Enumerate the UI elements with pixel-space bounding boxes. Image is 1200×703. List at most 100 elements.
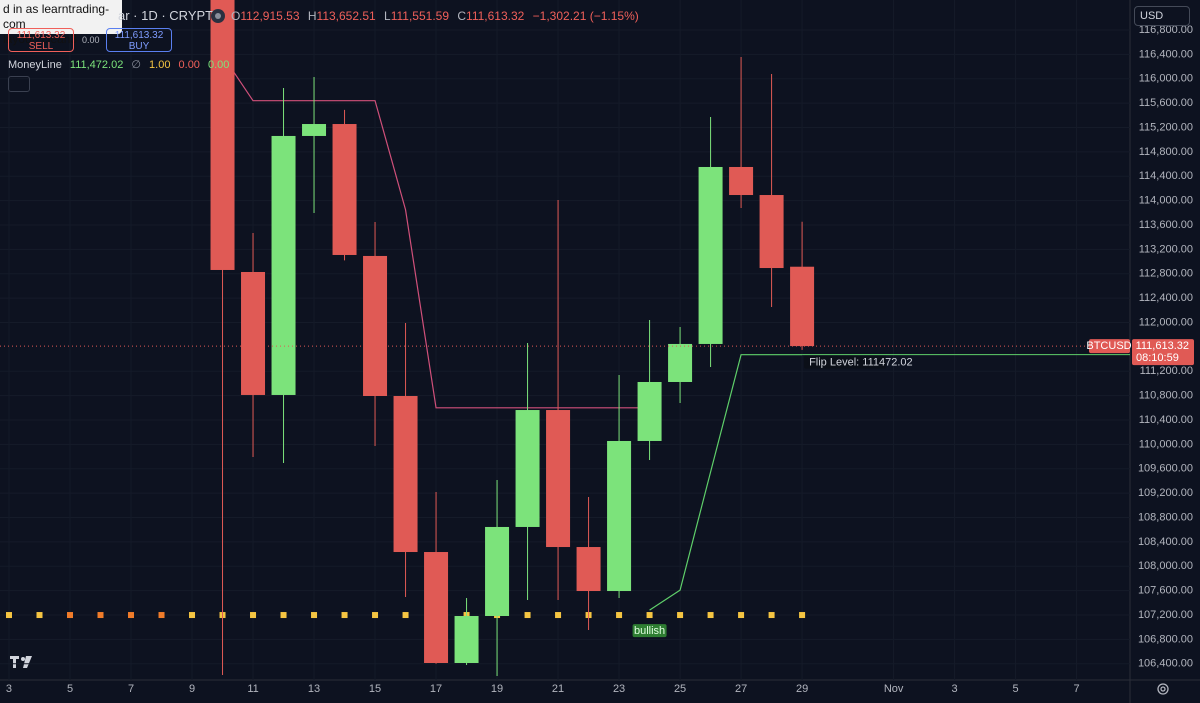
moneyline [222, 54, 650, 409]
candle-body [607, 440, 632, 592]
signal-dot [189, 612, 196, 619]
y-tick-label: 114,800.00 [1139, 146, 1193, 158]
x-tick-label: 25 [674, 683, 686, 695]
y-tick-label: 115,200.00 [1139, 121, 1193, 133]
y-tick-label: 109,600.00 [1138, 463, 1193, 475]
candle-body [637, 381, 662, 441]
y-tick-label: 112,000.00 [1139, 316, 1193, 328]
ohlc-key: L [384, 9, 391, 23]
sell-button[interactable]: 111,613.32 SELL [8, 28, 74, 52]
tooltip-line: layout: clean3 [3, 32, 78, 46]
signal-label-box [632, 624, 667, 638]
y-tick-label: 114,400.00 [1139, 170, 1193, 182]
signal-dot [280, 612, 287, 619]
x-tick-label: 7 [1074, 683, 1080, 695]
symbol[interactable]: ar · 1D · CRYPTO [118, 8, 223, 23]
x-tick-label: 9 [189, 683, 195, 695]
x-tick-label: 7 [128, 683, 134, 695]
indicator-value: ∅ [131, 59, 141, 71]
flip-label: Flip Level: 111472.02 [809, 357, 913, 369]
y-tick-label: 108,800.00 [1138, 511, 1193, 523]
ohlc-key: H [307, 9, 317, 23]
y-tick-label: 106,800.00 [1138, 633, 1193, 645]
candle-body [515, 410, 540, 527]
x-tick-label: 3 [6, 683, 12, 695]
candle-body [332, 124, 357, 255]
y-tick-label: 107,600.00 [1138, 585, 1193, 597]
ohlc-value: 111,613.32 [466, 9, 525, 23]
status-dot [211, 9, 225, 23]
signal-dot [36, 612, 43, 619]
x-tick-label: 11 [247, 683, 258, 695]
y-tick-label: 116,800.00 [1139, 24, 1193, 36]
price-tag [1132, 339, 1194, 366]
candle-body [576, 547, 601, 592]
signal-label: bullish [634, 625, 665, 637]
ohlc-key: C [457, 9, 467, 23]
signal-dot [341, 612, 348, 619]
ohlc: O112,915.53 H113,652.51 L111,551.59 C111… [231, 9, 644, 23]
candle-body [393, 396, 418, 553]
y-tick-label: 113,200.00 [1139, 243, 1193, 255]
indicator-value: 1.00 [149, 59, 171, 71]
candle-body [302, 124, 327, 136]
candle-body [210, 0, 235, 270]
x-tick-label: 5 [67, 683, 73, 695]
indicator-legend: MoneyLine 111,472.02 ∅ 1.00 0.00 0.00 [8, 58, 234, 71]
candle-body [271, 135, 296, 395]
price-tag-price: 111,613.32 [1136, 340, 1189, 352]
signal-dot [158, 612, 165, 619]
sell-price: 111,613.32 [16, 30, 66, 41]
candle-body [363, 255, 388, 397]
settings-icon[interactable] [1157, 683, 1169, 695]
collapse-button[interactable] [8, 76, 30, 92]
plot-area [0, 0, 1130, 680]
change: −1,302.21 (−1.15%) [532, 9, 639, 23]
ohlc-value: 111,551.59 [390, 9, 450, 23]
signal-dot [768, 612, 775, 619]
candle-body [241, 271, 266, 395]
y-tick-label: 106,400.00 [1138, 658, 1193, 670]
moneyline [649, 354, 803, 611]
x-tick-label: 5 [1013, 683, 1019, 695]
buy-price: 111,613.32 [114, 30, 164, 41]
signal-dot [707, 612, 714, 619]
candle-body [485, 526, 510, 617]
x-tick-label: 3 [952, 683, 958, 695]
x-tick-label: 19 [491, 683, 503, 695]
y-tick-label: 116,000.00 [1139, 73, 1193, 85]
buy-label: BUY [128, 41, 150, 52]
signal-dot [646, 612, 653, 619]
x-tick-label: Nov [884, 683, 904, 695]
signal-dot [250, 612, 257, 619]
signal-dot [67, 612, 74, 619]
signal-dot [5, 612, 12, 619]
signal-dot [677, 612, 684, 619]
plot [0, 0, 1130, 677]
sell-label: SELL [28, 41, 54, 52]
y-tick-label: 108,000.00 [1138, 560, 1193, 572]
y-tick-label: 110,400.00 [1139, 414, 1193, 426]
currency-select[interactable]: USD [1134, 6, 1190, 26]
symbol-tag [1089, 339, 1130, 354]
price-tag-countdown: 08:10:59 [1136, 352, 1179, 364]
signal-dot [372, 612, 379, 619]
candle-body [546, 410, 571, 548]
indicator-value: 111,472.02 [69, 59, 124, 71]
indicator-value: 0.00 [178, 59, 200, 71]
y-tick-label: 111,200.00 [1140, 365, 1193, 377]
ohlc-key: O [231, 9, 241, 23]
ohlc-value: 112,915.53 [240, 9, 300, 23]
candle-body [729, 166, 754, 196]
y-tick-label: 114,000.00 [1139, 195, 1193, 207]
buy-button[interactable]: 111,613.32 BUY [106, 28, 172, 52]
y-tick-label: 113,600.00 [1139, 219, 1193, 231]
signal-dot [555, 612, 562, 619]
x-tick-label: 13 [308, 683, 320, 695]
signal-dot [402, 612, 409, 619]
signal-dot [738, 612, 745, 619]
signal-dot [128, 612, 135, 619]
flip-label-box [804, 355, 887, 369]
